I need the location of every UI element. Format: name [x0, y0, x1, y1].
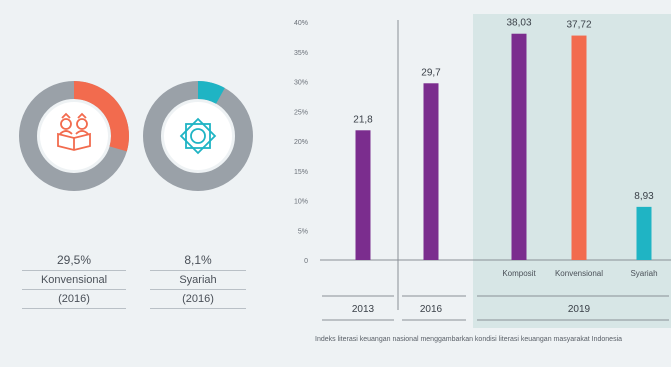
donut-syariah-svg — [143, 81, 253, 191]
literacy-book-icon — [57, 112, 91, 151]
donut-year: (2016) — [150, 289, 246, 309]
donut-konvensional-svg — [19, 81, 129, 191]
bar-value-label: 21,8 — [353, 114, 373, 125]
bar-value-label: 29,7 — [421, 67, 441, 78]
bar — [423, 83, 439, 260]
literacy-bar-chart: 0 5% 10% 15% 20% 25% 30% 35% 40% 21,8 29,7 38,03 Ko… — [294, 14, 671, 328]
donut-category: Konvensional — [22, 270, 126, 289]
donut-konvensional-caption: 29,5% Konvensional (2016) — [22, 253, 126, 309]
bar-value-label: 37,72 — [566, 20, 591, 31]
y-tick-label: 10% — [294, 199, 308, 206]
donut-category: Syariah — [150, 270, 246, 289]
y-tick-label: 40% — [294, 20, 308, 27]
donut-center — [164, 102, 232, 170]
donut-value-arc — [73, 81, 129, 152]
donut-syariah — [142, 80, 254, 192]
donut-value: 8,1% — [184, 253, 212, 267]
y-tick-label: 20% — [294, 139, 308, 146]
y-tick-label: 35% — [294, 50, 308, 57]
y-tick-label: 5% — [298, 228, 308, 235]
islamic-star-icon — [179, 117, 217, 155]
bar — [571, 35, 587, 260]
donut-syariah-caption: 8,1% Syariah (2016) — [150, 253, 246, 309]
group-dividers — [320, 20, 671, 310]
donut-value-arc — [197, 81, 225, 104]
bar-category-label: Konvensional — [555, 269, 603, 278]
donut-konvensional — [18, 80, 130, 192]
chart-footnote: Indeks literasi keuangan nasional mengga… — [315, 336, 623, 343]
bar — [355, 130, 371, 260]
bar-value-label: 8,93 — [634, 191, 654, 202]
bar-value-label: 38,03 — [506, 18, 531, 29]
y-tick-label: 0 — [304, 258, 308, 265]
bar — [511, 33, 527, 261]
x-axis: 2013 2016 2019 — [322, 295, 669, 321]
donut-center — [40, 102, 108, 170]
x-group-label: 2016 — [420, 304, 443, 315]
y-tick-label: 30% — [294, 80, 308, 87]
y-tick-label: 15% — [294, 169, 308, 176]
donut-value: 29,5% — [56, 253, 92, 267]
x-group-label: 2013 — [352, 304, 375, 315]
bar — [636, 206, 652, 260]
y-tick-label: 25% — [294, 109, 308, 116]
bar-category-label: Komposit — [502, 269, 536, 278]
donut-year: (2016) — [22, 289, 126, 309]
bars: 21,8 29,7 38,03 Komposit 37,72 Konvensional 8,… — [353, 18, 657, 278]
y-axis: 0 5% 10% 15% 20% 25% 30% 35% 40% — [294, 20, 308, 265]
x-group-label: 2019 — [568, 304, 591, 315]
bar-category-label: Syariah — [630, 269, 657, 278]
